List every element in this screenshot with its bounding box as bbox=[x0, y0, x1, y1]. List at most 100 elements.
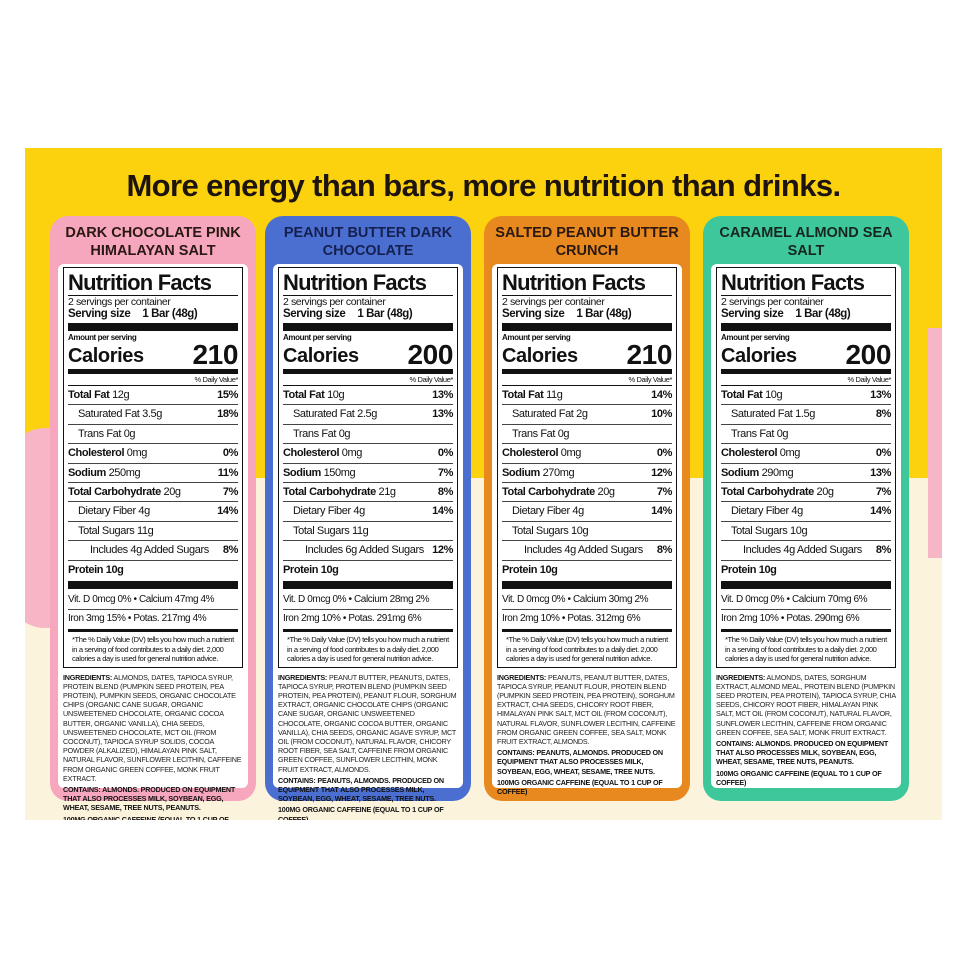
vitamin-list: Vit. D 0mcg 0% • Calcium 47mg 4% Iron 3mg… bbox=[68, 591, 238, 628]
divider bbox=[68, 323, 238, 331]
nutrient-name: Includes 4g Added Sugars bbox=[743, 544, 862, 557]
nutrient-list: Total Fat 11g 14% Saturated Fat 2g 10% T… bbox=[502, 386, 672, 579]
nutrient-row: Total Sugars 10g bbox=[502, 520, 672, 540]
protein-row: Protein 10g bbox=[721, 559, 891, 579]
nutrient-row: Total Sugars 11g bbox=[68, 520, 238, 540]
nutrient-name: Total Carbohydrate 20g bbox=[68, 486, 181, 499]
calories-value: 210 bbox=[626, 339, 672, 370]
nutrient-name: Sodium 150mg bbox=[283, 466, 356, 479]
calories-row: Calories 200 bbox=[721, 339, 891, 370]
footnote: *The % Daily Value (DV) tells you how mu… bbox=[287, 635, 449, 664]
caffeine-note: 100MG ORGANIC CAFFEINE (EQUAL TO 1 CUP O… bbox=[497, 777, 663, 796]
divider bbox=[721, 369, 891, 374]
headline: More energy than bars, more nutrition th… bbox=[126, 168, 841, 203]
nutrient-row: Dietary Fiber 4g 14% bbox=[502, 501, 672, 520]
nutrient-name: Includes 4g Added Sugars bbox=[90, 544, 209, 557]
flavor-name: CARAMEL ALMOND SEA SALT bbox=[719, 225, 893, 259]
allergens: CONTAINS: PEANUTS, ALMONDS. PRODUCED ON … bbox=[278, 775, 444, 804]
nutrient-list: Total Fat 10g 13% Saturated Fat 2.5g 13%… bbox=[283, 386, 453, 579]
vitamin-list: Vit. D 0mcg 0% • Calcium 70mg 6% Iron 2mg… bbox=[721, 591, 891, 628]
nutrient-name: Trans Fat 0g bbox=[731, 427, 789, 440]
serving-size: Serving size 1 Bar (48g) bbox=[68, 308, 198, 320]
nutrient-name: Total Fat 11g bbox=[502, 389, 563, 401]
calories-value: 200 bbox=[845, 339, 891, 370]
nutrition-facts: Nutrition Facts 2 servings per container… bbox=[63, 267, 243, 668]
nutrient-row: Cholesterol 0mg 0% bbox=[68, 443, 238, 462]
divider bbox=[502, 369, 672, 374]
nutrient-row: Dietary Fiber 4g 14% bbox=[283, 501, 453, 520]
vitamin-row: Vit. D 0mcg 0% • Calcium 70mg 6% bbox=[721, 594, 868, 606]
nutrient-row: Saturated Fat 2g 10% bbox=[502, 404, 672, 423]
daily-value: 14% bbox=[651, 505, 672, 518]
daily-value-header: % Daily Value* bbox=[721, 375, 891, 386]
nutrient-name: Trans Fat 0g bbox=[293, 427, 351, 440]
nutrient-row: Sodium 270mg 12% bbox=[502, 462, 672, 482]
daily-value: 15% bbox=[217, 389, 238, 401]
nutrition-facts: Nutrition Facts 2 servings per container… bbox=[278, 267, 458, 668]
nutrient-name: Total Fat 10g bbox=[283, 389, 345, 401]
ingredients-block: INGREDIENTS: PEANUTS, PEANUT BUTTER, DAT… bbox=[497, 673, 677, 797]
vitamin-row: Vit. D 0mcg 0% • Calcium 28mg 2% bbox=[283, 594, 430, 606]
ingredients-block: INGREDIENTS: ALMONDS, DATES, SORGHUM EXT… bbox=[716, 673, 896, 787]
nutrient-row: Dietary Fiber 4g 14% bbox=[68, 501, 238, 520]
nutrient-name: Total Sugars 11g bbox=[78, 524, 154, 537]
nutrient-row: Includes 4g Added Sugars 8% bbox=[68, 540, 238, 559]
ingredients: INGREDIENTS: PEANUT BUTTER, PEANUTS, DAT… bbox=[278, 672, 457, 774]
daily-value: 12% bbox=[432, 544, 453, 557]
daily-value-header: % Daily Value* bbox=[283, 375, 453, 386]
flavor-name: PEANUT BUTTER DARK CHOCOLATE bbox=[283, 225, 453, 259]
daily-value: 8% bbox=[875, 544, 892, 557]
nutrient-name: Includes 4g Added Sugars bbox=[524, 544, 643, 557]
vitamin-row: Iron 2mg 10% • Potas. 290mg 6% bbox=[721, 609, 891, 628]
label-area: Nutrition Facts 2 servings per container… bbox=[492, 264, 682, 796]
nutrient-row: Total Carbohydrate 21g 8% bbox=[283, 482, 453, 501]
vitamin-row: Vit. D 0mcg 0% • Calcium 47mg 4% bbox=[68, 594, 215, 606]
flavor-panel: SALTED PEANUT BUTTER CRUNCH Nutrition Fa… bbox=[484, 216, 690, 801]
nutrient-name: Sodium 270mg bbox=[502, 466, 575, 479]
vitamin-row: Vit. D 0mcg 0% • Calcium 30mg 2% bbox=[502, 594, 649, 606]
serving-size: Serving size 1 Bar (48g) bbox=[502, 308, 632, 320]
serving-size: Serving size 1 Bar (48g) bbox=[721, 308, 851, 320]
label-area: Nutrition Facts 2 servings per container… bbox=[273, 264, 463, 820]
daily-value: 0% bbox=[222, 447, 239, 460]
divider bbox=[502, 323, 672, 331]
divider bbox=[721, 323, 891, 331]
label-area: Nutrition Facts 2 servings per container… bbox=[711, 264, 901, 788]
nutrition-facts: Nutrition Facts 2 servings per container… bbox=[716, 267, 896, 668]
nutrient-row: Includes 6g Added Sugars 12% bbox=[283, 540, 453, 559]
daily-value-header: % Daily Value* bbox=[502, 375, 672, 386]
nutrient-name: Sodium 250mg bbox=[68, 466, 141, 479]
daily-value: 0% bbox=[656, 447, 673, 460]
nutrient-row: Includes 4g Added Sugars 8% bbox=[502, 540, 672, 559]
nutrient-name: Total Sugars 10g bbox=[512, 524, 589, 537]
vitamin-list: Vit. D 0mcg 0% • Calcium 28mg 2% Iron 2mg… bbox=[283, 591, 453, 628]
nutrient-name: Saturated Fat 3.5g bbox=[78, 408, 162, 421]
daily-value: 8% bbox=[222, 544, 239, 557]
nutrient-row: Cholesterol 0mg 0% bbox=[502, 443, 672, 462]
ingredients: INGREDIENTS: ALMONDS, DATES, SORGHUM EXT… bbox=[716, 672, 896, 737]
nutrient-row: Cholesterol 0mg 0% bbox=[721, 443, 891, 462]
divider bbox=[283, 629, 453, 633]
footnote: *The % Daily Value (DV) tells you how mu… bbox=[725, 635, 887, 664]
daily-value: 10% bbox=[651, 408, 672, 421]
nutrient-name: Trans Fat 0g bbox=[512, 427, 570, 440]
daily-value: 12% bbox=[651, 466, 672, 479]
nutrient-name: Total Fat 12g bbox=[68, 389, 130, 401]
nutrient-name: Includes 6g Added Sugars bbox=[305, 544, 424, 557]
daily-value: 18% bbox=[217, 408, 238, 421]
nutrient-name: Dietary Fiber 4g bbox=[512, 505, 584, 518]
pink-decoration bbox=[928, 328, 942, 558]
nutrient-row: Saturated Fat 2.5g 13% bbox=[283, 404, 453, 423]
ingredients-block: INGREDIENTS: ALMONDS, DATES, TAPIOCA SYR… bbox=[63, 673, 243, 820]
caffeine-note: 100MG ORGANIC CAFFEINE (EQUAL TO 1 CUP O… bbox=[278, 805, 444, 820]
daily-value: 0% bbox=[875, 447, 892, 460]
product-box-back: More energy than bars, more nutrition th… bbox=[25, 148, 942, 820]
nutrient-name: Cholesterol 0mg bbox=[68, 447, 147, 460]
divider bbox=[283, 581, 453, 590]
nutrient-row: Saturated Fat 1.5g 8% bbox=[721, 404, 891, 423]
allergens: CONTAINS: ALMONDS. PRODUCED ON EQUIPMENT… bbox=[63, 785, 236, 813]
divider bbox=[68, 369, 238, 374]
nutrient-row: Trans Fat 0g bbox=[283, 423, 453, 443]
nutrient-name: Total Carbohydrate 21g bbox=[283, 486, 396, 499]
daily-value: 14% bbox=[651, 389, 672, 401]
